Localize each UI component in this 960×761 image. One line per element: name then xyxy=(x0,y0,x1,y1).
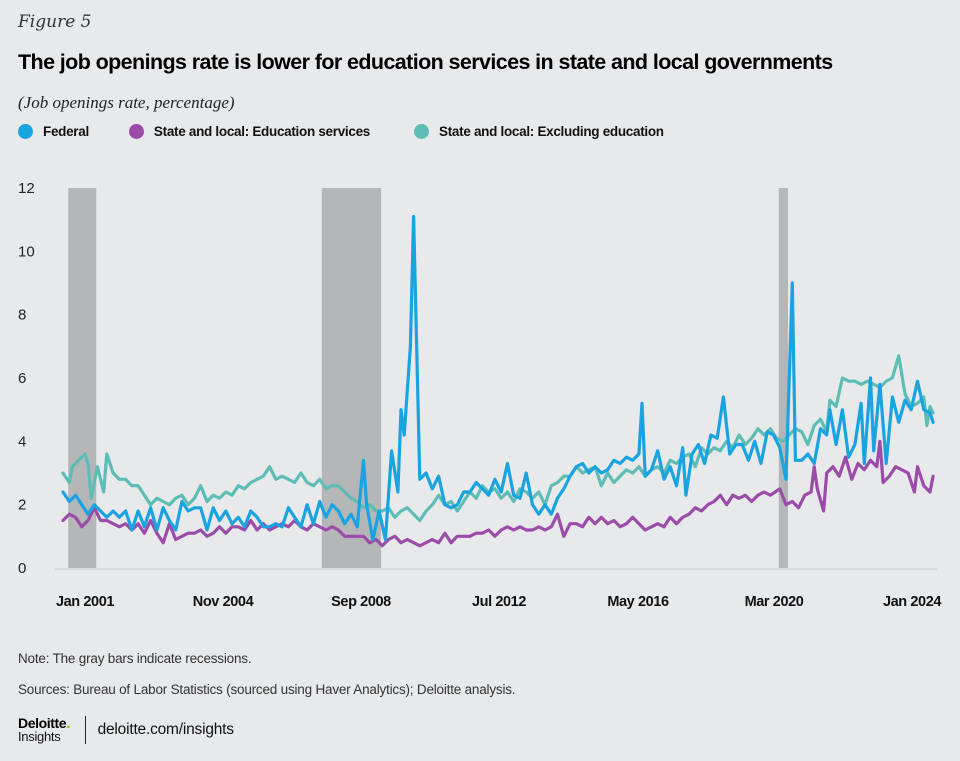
x-tick-label: Nov 2004 xyxy=(193,594,254,610)
x-axis-ticks: Jan 2001 Nov 2004 Sep 2008 Jul 2012 May 2016… xyxy=(56,594,942,610)
legend-dot-excluding-education xyxy=(414,124,430,139)
legend: Federal State and local: Education servi… xyxy=(18,124,704,139)
recession-bar xyxy=(778,188,789,568)
legend-item-federal: Federal xyxy=(18,124,89,139)
brand-name: Deloitte xyxy=(18,715,67,731)
series-line-federal xyxy=(61,214,935,542)
legend-label-excluding-education: State and local: Excluding education xyxy=(439,124,664,139)
y-tick-label: 0 xyxy=(18,560,26,577)
brand-green-dot: . xyxy=(66,715,71,732)
legend-dot-education xyxy=(128,124,144,139)
x-tick-label: May 2016 xyxy=(607,594,669,610)
legend-item-excluding-education: State and local: Excluding education xyxy=(414,124,664,139)
series-line-state-and-local-education-services xyxy=(61,439,935,548)
deloitte-insights-logo: Deloitte. Insights xyxy=(18,715,71,744)
series-lines xyxy=(61,214,935,548)
x-tick-label: Jan 2001 xyxy=(56,594,114,610)
legend-dot-federal xyxy=(18,124,33,139)
y-tick-label: 12 xyxy=(18,180,35,197)
sources-text: Sources: Bureau of Labor Statistics (sou… xyxy=(18,682,516,697)
brand-url-link[interactable]: deloitte.com/insights xyxy=(97,721,234,738)
brand-sub: Insights xyxy=(18,729,61,744)
brand-separator xyxy=(84,716,86,744)
line-chart: 0 2 4 6 8 10 12 Jan 2001 Nov 2004 Sep 2008 Jul 20… xyxy=(18,180,942,610)
y-tick-label: 8 xyxy=(18,307,26,324)
x-tick-label: Mar 2020 xyxy=(745,594,804,610)
note-text: Note: The gray bars indicate recessions. xyxy=(18,651,252,666)
y-tick-label: 6 xyxy=(18,370,26,387)
legend-label-education: State and local: Education services xyxy=(153,124,371,139)
figure-label: Figure 5 xyxy=(18,12,92,32)
x-tick-label: Jul 2012 xyxy=(472,594,526,610)
y-tick-label: 10 xyxy=(18,243,35,260)
chart-subtitle: (Job openings rate, percentage) xyxy=(18,93,235,112)
legend-item-education: State and local: Education services xyxy=(128,124,371,139)
chart-title: The job openings rate is lower for educa… xyxy=(18,50,833,74)
y-tick-label: 2 xyxy=(18,497,26,514)
legend-label-federal: Federal xyxy=(43,124,89,139)
x-tick-label: Jan 2024 xyxy=(883,594,941,610)
x-tick-label: Sep 2008 xyxy=(331,594,391,610)
brand-footer: Deloitte. Insights deloitte.com/insights xyxy=(18,716,234,744)
y-tick-label: 4 xyxy=(18,433,26,450)
y-axis-ticks: 0 2 4 6 8 10 12 xyxy=(18,180,35,577)
series-line-state-and-local-excluding-education xyxy=(61,354,935,523)
